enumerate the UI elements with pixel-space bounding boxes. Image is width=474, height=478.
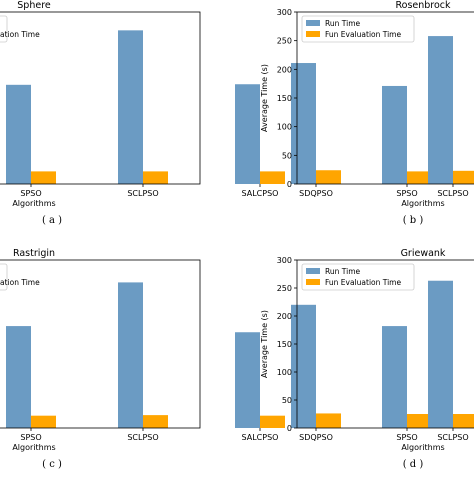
x-tick-label: SALCPSO: [242, 189, 279, 198]
panel-caption: ( d ): [403, 459, 424, 470]
bar-run-time: [6, 84, 31, 184]
x-tick-label: SPSO: [20, 433, 41, 442]
x-tick-label: SPSO: [20, 189, 41, 198]
bar-fun-evaluation-time: [453, 414, 474, 428]
x-axis-label: Algorithms: [401, 199, 444, 208]
x-tick-label: SDQPSO: [299, 189, 333, 198]
x-tick-label: SPSO: [396, 189, 417, 198]
bar-run-time: [235, 332, 260, 428]
legend-label-fun-evaluation-time: ation Time: [0, 278, 40, 287]
y-tick-label: 50: [282, 151, 292, 160]
y-tick-label: 100: [277, 368, 292, 377]
panel-caption: ( a ): [42, 215, 62, 226]
legend-label-fun-evaluation-time: ation Time: [0, 30, 40, 39]
bar-fun-evaluation-time: [316, 413, 341, 428]
bar-fun-evaluation-time: [407, 414, 432, 428]
legend-box: [0, 263, 8, 291]
bar-run-time: [428, 36, 453, 184]
legend-label-run-time: Run Time: [325, 19, 361, 28]
bar-fun-evaluation-time: [143, 415, 168, 428]
bar-run-time: [291, 304, 316, 428]
y-tick-label: 100: [277, 123, 292, 132]
y-tick-label: 250: [277, 284, 292, 293]
bar-fun-evaluation-time: [31, 415, 56, 428]
panel-caption: ( b ): [403, 215, 424, 226]
x-tick-label: SCLPSO: [437, 433, 468, 442]
legend-box: [0, 15, 8, 43]
y-tick-label: 0: [287, 424, 292, 433]
y-tick-label: 50: [282, 396, 292, 405]
bar-run-time: [428, 280, 453, 428]
chart-panel-a: Sphere SPSO SCLPSO SALCPSO Algorithms ation T…: [0, 0, 285, 226]
legend-swatch-run-time: [306, 268, 320, 274]
bar-fun-evaluation-time: [260, 415, 285, 428]
x-axis-label: Algorithms: [401, 443, 444, 452]
legend-swatch-fun-evaluation-time: [306, 31, 320, 37]
x-tick-label: SALCPSO: [242, 433, 279, 442]
y-tick-label: 250: [277, 37, 292, 46]
legend-box: [301, 15, 415, 43]
x-tick-label: SCLPSO: [437, 189, 468, 198]
x-axis-label: Algorithms: [12, 199, 55, 208]
bar-fun-evaluation-time: [260, 171, 285, 184]
x-tick-label: SCLPSO: [127, 433, 158, 442]
y-tick-label: 200: [277, 65, 292, 74]
bar-run-time: [291, 63, 316, 184]
axes-frame: [0, 259, 201, 429]
chart-panel-c: Rastrigin SPSO SCLPSO SALCPSO Algorithms atio…: [0, 248, 285, 470]
bar-run-time: [382, 326, 407, 428]
legend-box: [301, 263, 415, 291]
y-tick-label: 300: [277, 256, 292, 265]
bar-fun-evaluation-time: [316, 170, 341, 184]
bar-run-time: [382, 85, 407, 184]
chart-title: Rastrigin: [13, 248, 55, 259]
y-axis-label: Average Time (s): [260, 310, 269, 378]
bar-run-time: [6, 326, 31, 428]
chart-title: Griewank: [401, 248, 446, 259]
bar-fun-evaluation-time: [453, 170, 474, 184]
bar-fun-evaluation-time: [407, 171, 432, 184]
bar-run-time: [235, 84, 260, 184]
bar-run-time: [118, 30, 143, 185]
axes-frame: [0, 11, 201, 185]
legend-label-fun-evaluation-time: Fun Evaluation Time: [325, 278, 401, 287]
bar-fun-evaluation-time: [31, 171, 56, 184]
chart-title: Rosenbrock: [395, 0, 451, 11]
y-tick-label: 150: [277, 340, 292, 349]
x-tick-label: SPSO: [396, 433, 417, 442]
legend-swatch-run-time: [306, 20, 320, 26]
chart-title: Sphere: [17, 0, 51, 11]
y-tick-label: 200: [277, 312, 292, 321]
y-tick-label: 0: [287, 180, 292, 189]
legend-swatch-fun-evaluation-time: [306, 279, 320, 285]
legend-label-run-time: Run Time: [325, 267, 361, 276]
bar-run-time: [118, 282, 143, 428]
legend-label-fun-evaluation-time: Fun Evaluation Time: [325, 30, 401, 39]
panel-caption: ( c ): [42, 459, 62, 470]
y-tick-label: 300: [277, 8, 292, 17]
bar-fun-evaluation-time: [143, 171, 168, 184]
x-tick-label: SDQPSO: [299, 433, 333, 442]
x-axis-label: Algorithms: [12, 443, 55, 452]
y-axis-label: Average Time (s): [260, 64, 269, 132]
y-tick-label: 150: [277, 94, 292, 103]
x-tick-label: SCLPSO: [127, 189, 158, 198]
